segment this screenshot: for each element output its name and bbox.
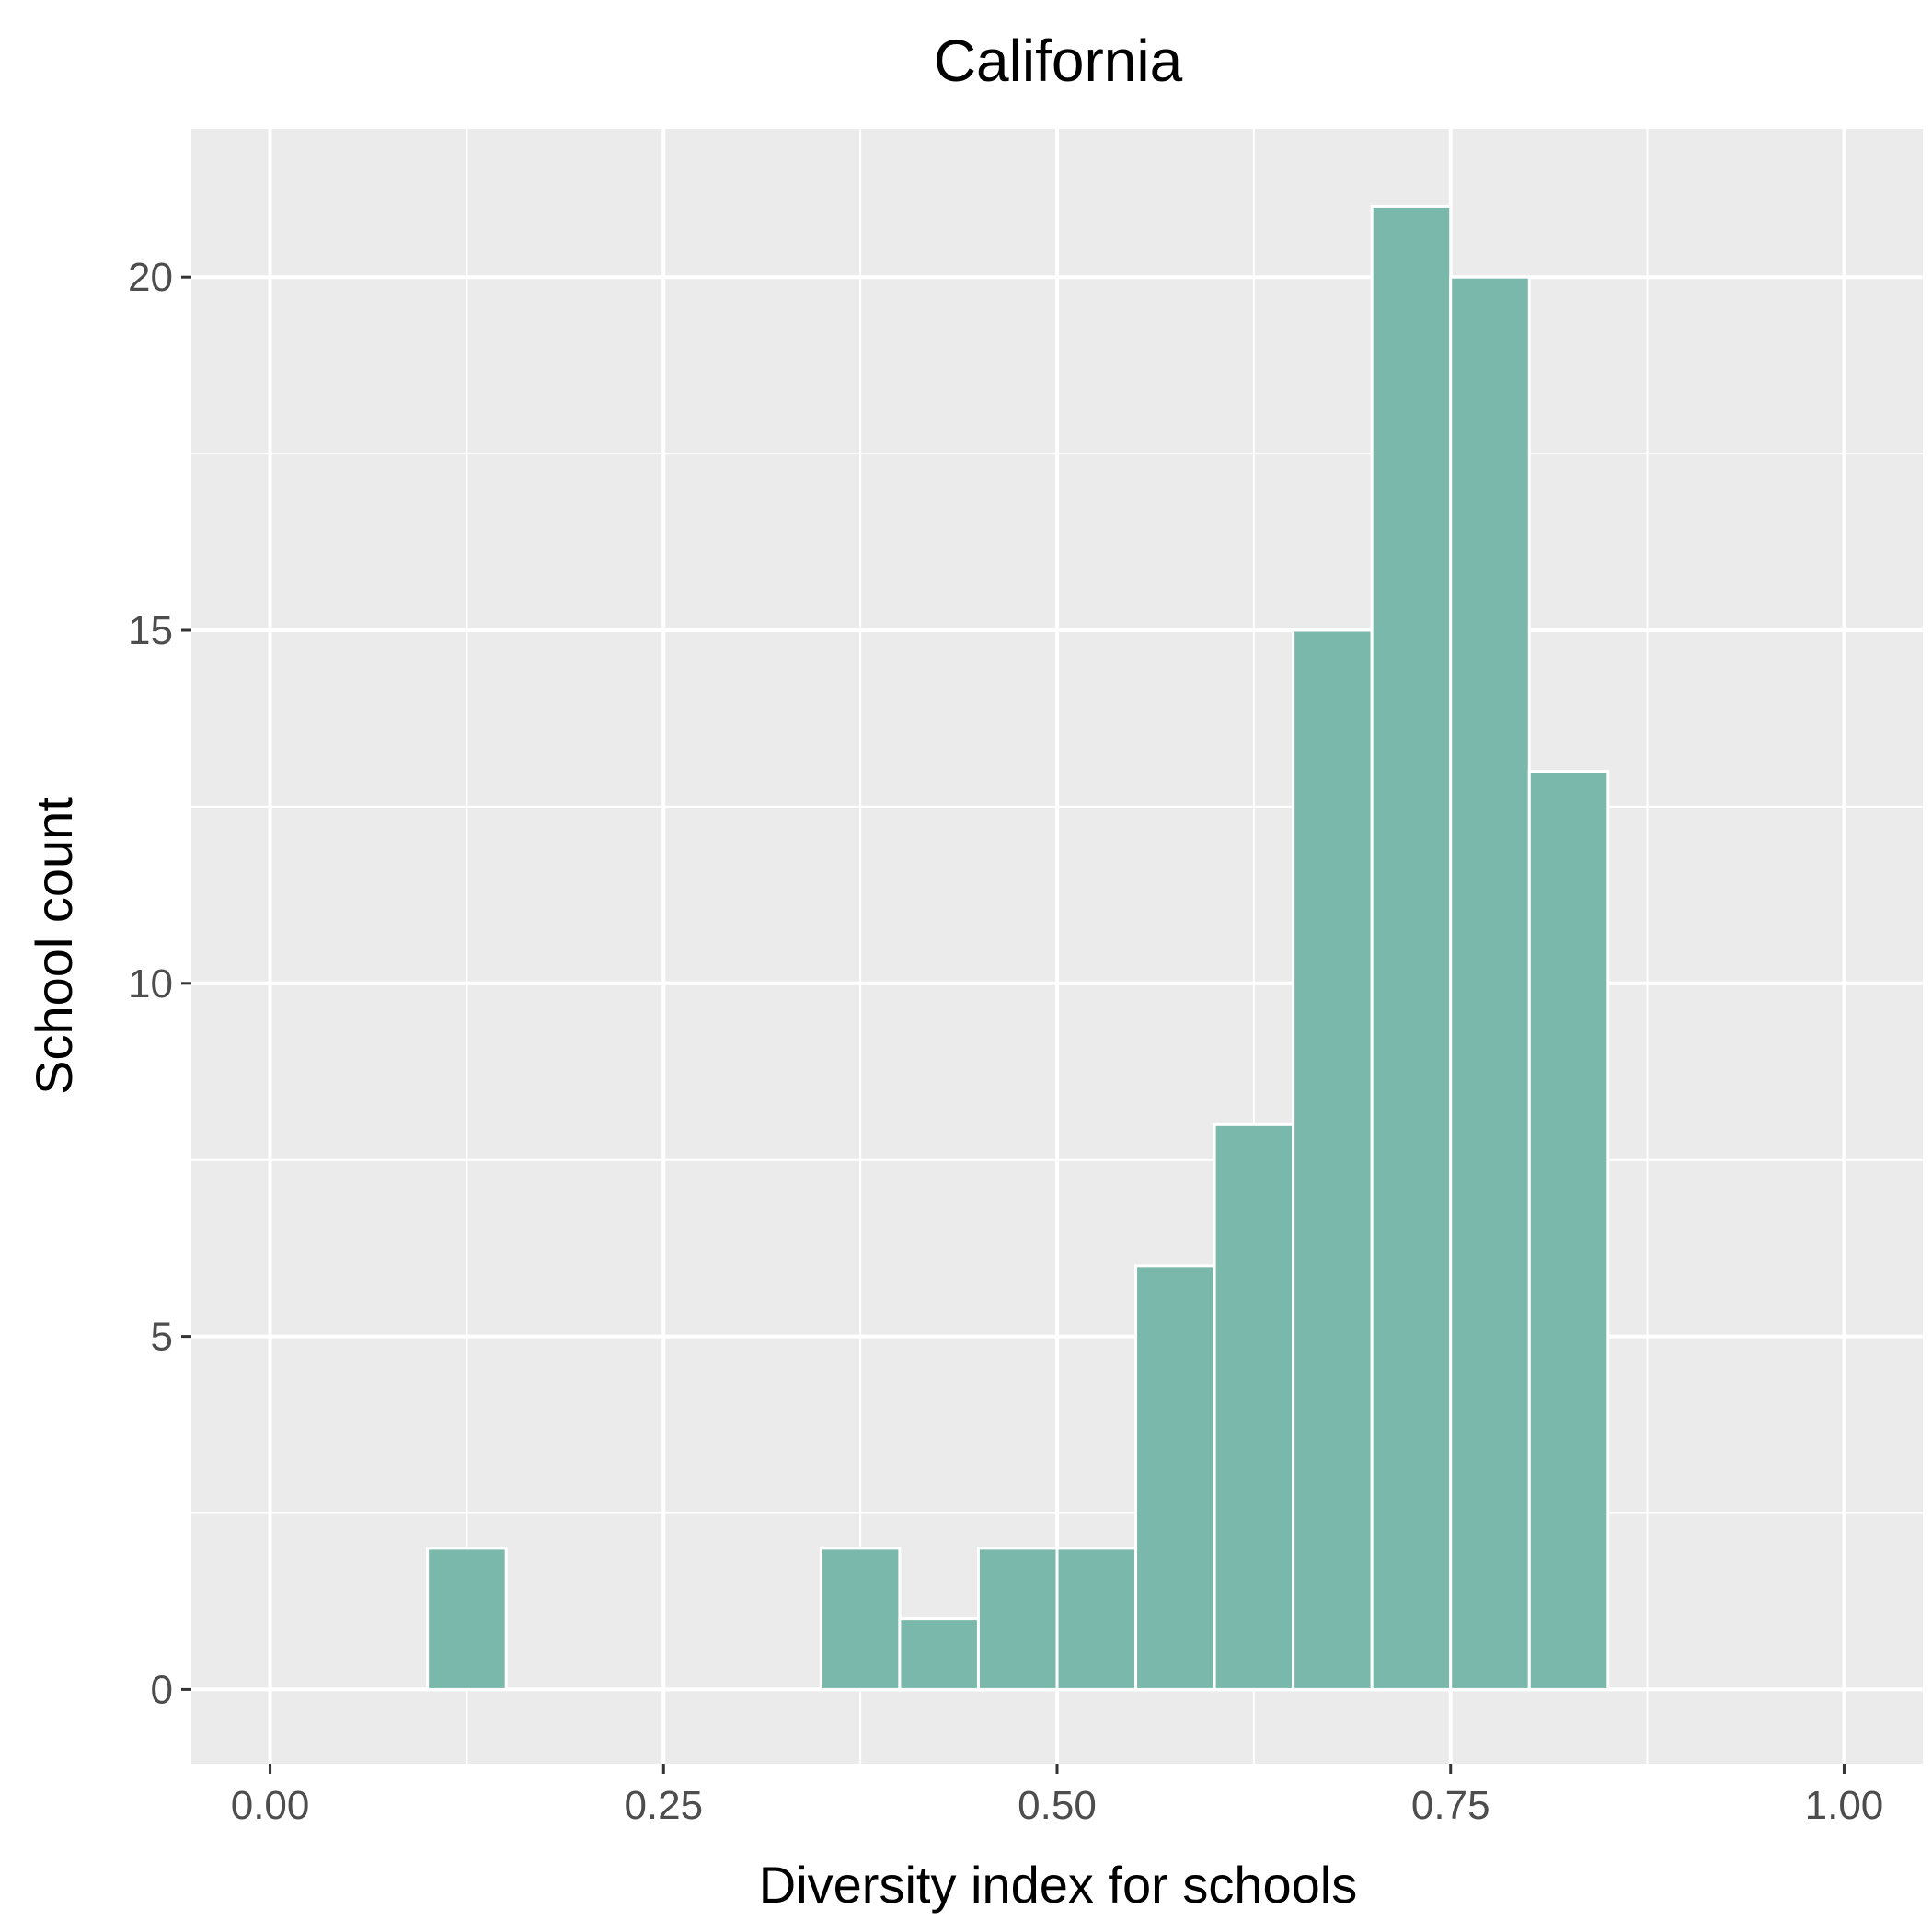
histogram-bar: [1055, 1547, 1138, 1691]
histogram-bar: [1292, 628, 1374, 1691]
chart-title: California: [934, 28, 1183, 94]
bars: [426, 204, 1610, 1691]
histogram-bar: [426, 1547, 508, 1691]
x-tick-label: 1.00: [1805, 1783, 1884, 1828]
histogram-bar: [1134, 1264, 1216, 1691]
x-axis: 0.00 0.25 0.50 0.75 1.00: [231, 1764, 1884, 1828]
y-tick-label: 5: [151, 1315, 173, 1360]
x-tick-label: 0.50: [1018, 1783, 1097, 1828]
y-tick-label: 20: [128, 255, 173, 300]
histogram-bar: [1449, 275, 1531, 1691]
histogram-bar: [976, 1547, 1059, 1691]
y-tick-label: 15: [128, 608, 173, 653]
histogram-bar: [1370, 204, 1453, 1691]
histogram-bar: [898, 1617, 980, 1691]
x-axis-label: Diversity index for schools: [759, 1856, 1357, 1914]
y-axis: 0 5 10 15 20: [128, 255, 191, 1712]
histogram-bar: [1213, 1122, 1295, 1691]
x-tick-label: 0.75: [1411, 1783, 1490, 1828]
x-tick-label: 0.00: [231, 1783, 310, 1828]
y-axis-label: School count: [25, 797, 83, 1095]
y-tick-label: 10: [128, 961, 173, 1006]
y-tick-label: 0: [151, 1667, 173, 1712]
x-tick-label: 0.25: [624, 1783, 703, 1828]
histogram-bar: [819, 1547, 902, 1691]
histogram-bar: [1527, 770, 1610, 1691]
